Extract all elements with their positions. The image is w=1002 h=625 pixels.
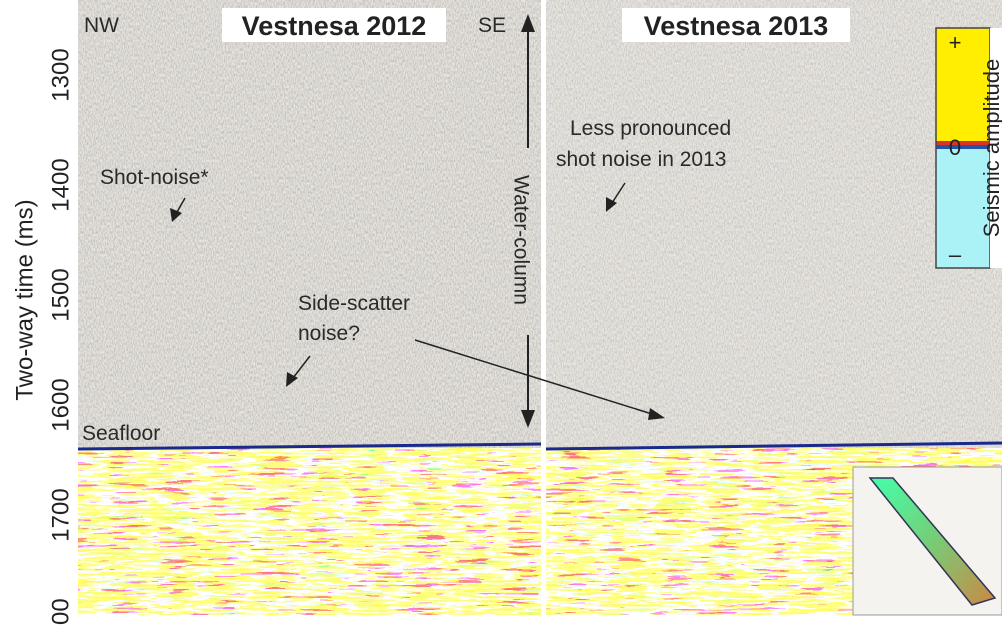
y-tick-label: 1400 xyxy=(47,158,74,211)
axis-title: Two-way time (ms) xyxy=(11,199,38,400)
direction-label: SE xyxy=(478,14,506,37)
y-tick-label: 1600 xyxy=(47,378,74,431)
y-tick-label: 1800 xyxy=(47,598,74,625)
y-axis: 1300 1400 1500 1600 1700 1800 xyxy=(47,48,74,625)
annotation: Less pronounced shot noise in 2013 xyxy=(556,117,737,171)
annotation: Side-scatter noise? xyxy=(298,292,416,345)
annotation: Shot-noise* xyxy=(100,166,209,189)
direction-label: NW xyxy=(84,14,119,37)
legend-label: 0 xyxy=(949,135,961,160)
legend xyxy=(935,27,1002,269)
y-tick-label: 1300 xyxy=(47,48,74,101)
annotation: Seafloor xyxy=(82,422,160,445)
panel-title: Vestnesa 2012 xyxy=(242,11,427,41)
panel xyxy=(77,0,542,615)
legend-label: – xyxy=(949,242,962,267)
side-label: Water-column xyxy=(509,175,532,305)
water-column-arrow xyxy=(521,14,535,428)
panel-title: Vestnesa 2013 xyxy=(644,11,829,41)
y-tick-label: 1700 xyxy=(47,488,74,541)
y-tick-label: 1500 xyxy=(47,268,74,321)
inset-map xyxy=(852,466,1002,616)
legend-label: + xyxy=(949,30,962,55)
legend-title: Seismic amplitude xyxy=(979,59,1002,238)
